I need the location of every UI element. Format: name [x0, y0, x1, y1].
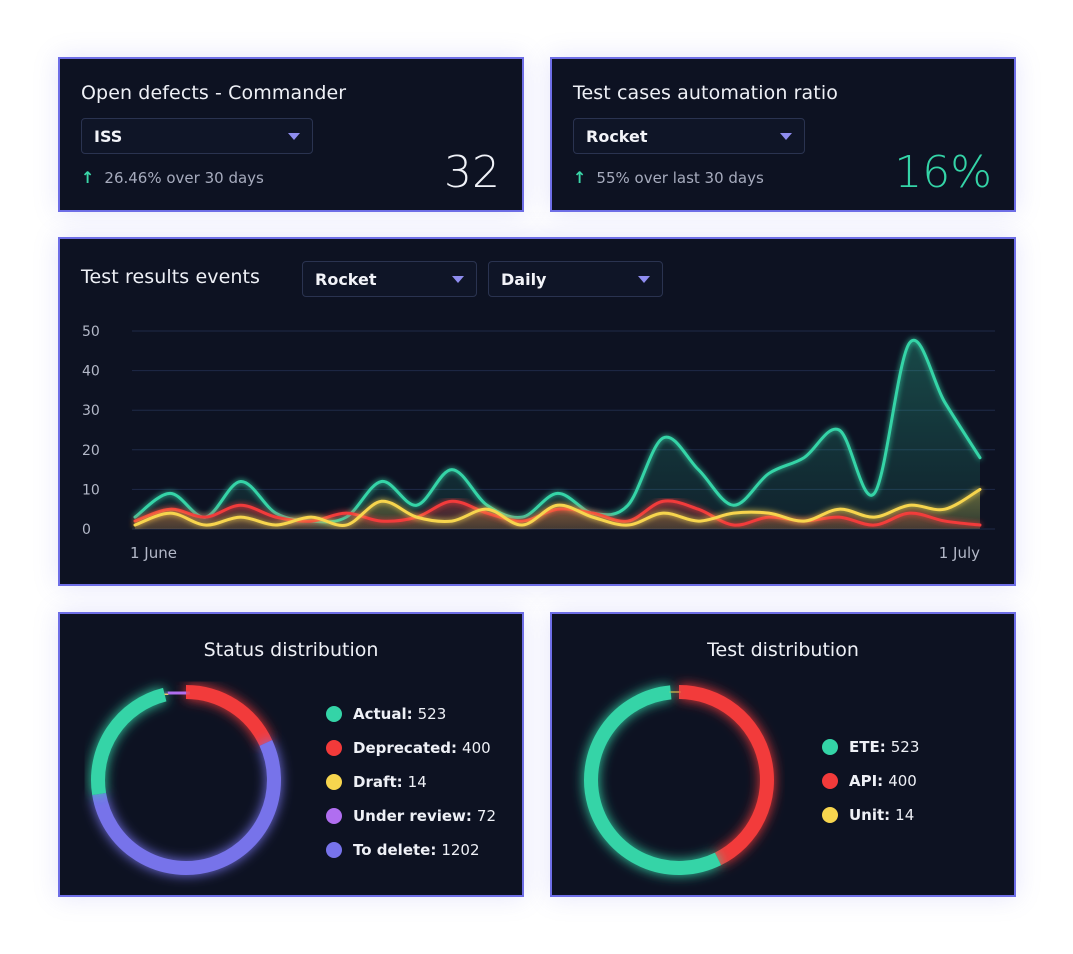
project-select[interactable]: Rocket — [573, 118, 805, 154]
project-select-value: ISS — [94, 126, 123, 146]
test-legend: ETE: 523 API: 400 Unit: 14 — [822, 730, 919, 832]
legend-label: Actual: — [353, 705, 413, 723]
test-results-events-title: Test results events — [81, 266, 261, 288]
legend-dot-icon — [326, 774, 342, 790]
legend-dot-icon — [822, 773, 838, 789]
donut-slice-to-delete[interactable] — [92, 740, 281, 875]
legend-dot-icon — [822, 807, 838, 823]
legend-item[interactable]: API: 400 — [822, 764, 919, 798]
project-select-value: Rocket — [315, 269, 377, 289]
arrow-up-icon: ↑ — [81, 168, 95, 187]
legend-value: 400 — [462, 739, 491, 757]
legend-value: 14 — [895, 806, 915, 824]
project-select-value: Rocket — [586, 126, 648, 146]
x-tick-label: 1 June — [130, 544, 177, 562]
donut-slice-draft[interactable] — [163, 686, 170, 702]
trend-indicator: ↑ 55% over last 30 days — [573, 168, 764, 187]
automation-ratio-value: 16% — [894, 147, 992, 198]
chevron-down-icon — [452, 276, 464, 283]
legend-dot-icon — [326, 808, 342, 824]
legend-label: Unit: — [849, 806, 891, 824]
legend-label: Under review: — [353, 807, 472, 825]
y-tick-label: 40 — [82, 364, 100, 380]
legend-value: 523 — [890, 738, 920, 756]
legend-dot-icon — [822, 739, 838, 755]
legend-label: Deprecated: — [353, 739, 458, 757]
project-select[interactable]: Rocket — [302, 261, 477, 297]
legend-value: 72 — [476, 807, 497, 825]
chevron-down-icon — [638, 276, 650, 283]
donut-slice-ete[interactable] — [584, 685, 722, 875]
automation-ratio-card: Test cases automation ratio Rocket ↑ 55%… — [550, 57, 1016, 212]
legend-item[interactable]: Actual: 523 — [326, 697, 496, 731]
legend-label: To delete: — [353, 841, 437, 859]
trend-text: 26.46% over 30 days — [104, 168, 264, 187]
period-select-value: Daily — [501, 269, 547, 289]
legend-item[interactable]: Draft: 14 — [326, 765, 496, 799]
open-defects-title: Open defects - Commander — [81, 82, 347, 104]
y-tick-label: 10 — [82, 482, 100, 498]
series-green-line — [133, 338, 982, 524]
y-tick-label: 20 — [82, 443, 100, 459]
series-green-area — [135, 340, 980, 529]
status-legend: Actual: 523 Deprecated: 400 Draft: 14 Under re… — [326, 697, 496, 867]
legend-value: 523 — [417, 705, 447, 723]
legend-item[interactable]: Under review: 72 — [326, 799, 496, 833]
donut-slice-actual[interactable] — [91, 687, 167, 796]
y-tick-label: 30 — [82, 403, 100, 419]
status-donut-chart — [91, 685, 281, 875]
period-select[interactable]: Daily — [488, 261, 663, 297]
legend-label: Draft: — [353, 773, 403, 791]
status-distribution-title: Status distribution — [203, 639, 379, 661]
series-yellow-line — [133, 487, 982, 527]
test-results-line-chart: 0 10 20 30 40 50 1 June 1 July — [82, 324, 995, 562]
test-donut-chart — [584, 685, 774, 875]
chevron-down-icon — [288, 133, 300, 140]
legend-value: 1202 — [441, 841, 480, 859]
open-defects-count: 32 — [444, 147, 500, 198]
legend-dot-icon — [326, 706, 342, 722]
legend-value: 400 — [888, 772, 917, 790]
test-distribution-title: Test distribution — [707, 639, 859, 661]
legend-item[interactable]: Deprecated: 400 — [326, 731, 496, 765]
test-distribution-card: Test distribution ETE: 523 API: 400 Unit: 14 — [550, 612, 1016, 897]
donut-slice-deprecated[interactable] — [185, 685, 273, 747]
legend-label: API: — [849, 772, 884, 790]
project-select[interactable]: ISS — [81, 118, 313, 154]
legend-value: 14 — [407, 773, 427, 791]
test-results-events-card: Test results events Rocket Daily — [58, 237, 1016, 586]
legend-dot-icon — [326, 740, 342, 756]
donut-slice-under-review[interactable] — [166, 685, 187, 701]
trend-text: 55% over last 30 days — [596, 168, 764, 187]
y-tick-label: 0 — [82, 522, 91, 538]
arrow-up-icon: ↑ — [573, 168, 587, 187]
legend-item[interactable]: ETE: 523 — [822, 730, 919, 764]
series-red-line — [133, 499, 982, 527]
y-tick-label: 50 — [82, 324, 100, 340]
legend-label: ETE: — [849, 738, 886, 756]
status-distribution-card: Status distribution Actual: 523 Deprecated… — [58, 612, 524, 897]
legend-item[interactable]: To delete: 1202 — [326, 833, 496, 867]
donut-slice-api[interactable] — [678, 685, 774, 866]
chevron-down-icon — [780, 133, 792, 140]
legend-item[interactable]: Unit: 14 — [822, 798, 919, 832]
trend-indicator: ↑ 26.46% over 30 days — [81, 168, 264, 187]
x-tick-label: 1 July — [939, 544, 980, 562]
legend-dot-icon — [326, 842, 342, 858]
open-defects-card: Open defects - Commander ISS ↑ 26.46% ov… — [58, 57, 524, 212]
automation-ratio-title: Test cases automation ratio — [573, 82, 838, 104]
